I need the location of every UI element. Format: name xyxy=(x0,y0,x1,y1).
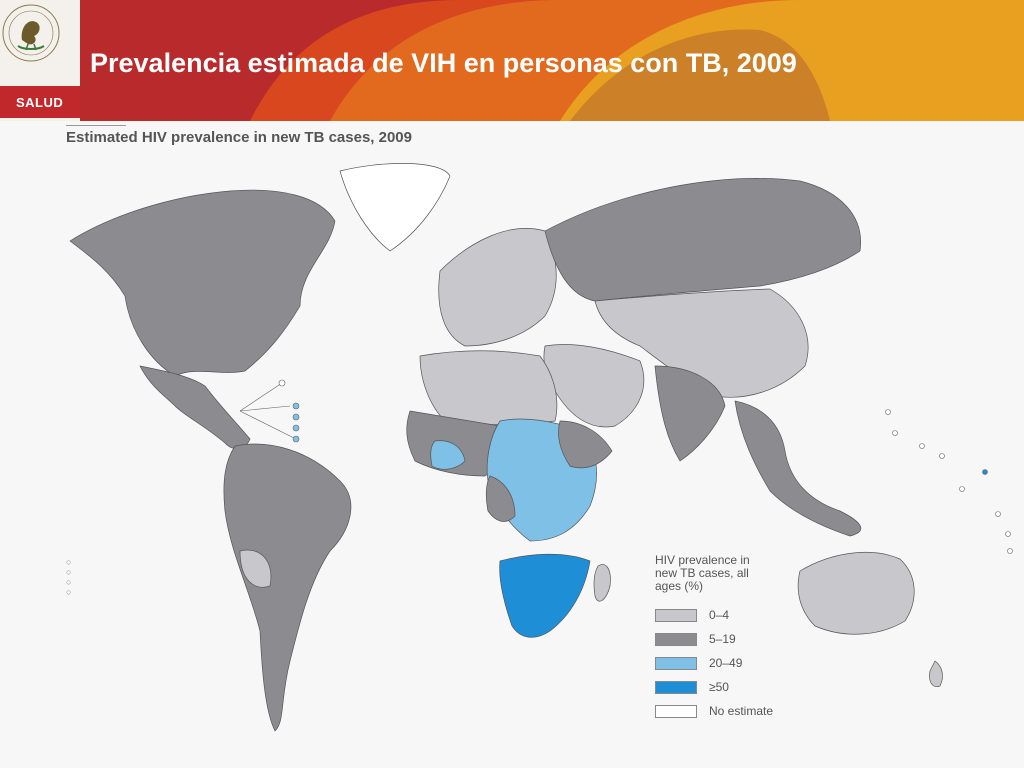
region-new-zealand xyxy=(929,660,943,687)
legend-label: 5–19 xyxy=(709,632,736,646)
legend-swatch-5-19 xyxy=(655,632,697,646)
legend-swatch-no-estimate xyxy=(655,704,697,718)
map-legend: HIV prevalence in new TB cases, all ages… xyxy=(655,554,825,723)
slide-header: SALUD Prevalencia estimada de VIH en per… xyxy=(0,0,1024,121)
legend-label: 20–49 xyxy=(709,656,743,670)
region-australia xyxy=(797,551,915,635)
legend-item: 20–49 xyxy=(655,651,825,675)
map-title: Estimated HIV prevalence in new TB cases… xyxy=(66,129,412,146)
salud-brand-label: SALUD xyxy=(0,86,80,118)
world-map xyxy=(69,163,1013,732)
header-background xyxy=(0,0,1024,121)
legend-item: ≥50 xyxy=(655,675,825,699)
region-southern-africa xyxy=(499,553,591,638)
legend-swatch-20-49 xyxy=(655,656,697,670)
map-title-rule xyxy=(66,125,126,126)
caribbean-callout xyxy=(239,379,300,443)
region-south-asia xyxy=(654,365,726,462)
region-china-central-asia xyxy=(594,288,809,398)
legend-label: ≥50 xyxy=(709,680,729,694)
region-europe xyxy=(438,228,557,347)
region-middle-east xyxy=(543,344,645,428)
region-south-america xyxy=(223,443,352,732)
legend-item: 5–19 xyxy=(655,627,825,651)
region-east-africa-grey xyxy=(558,420,613,469)
map-figure: Estimated HIV prevalence in new TB cases… xyxy=(0,121,1024,768)
slide-title: Prevalencia estimada de VIH en personas … xyxy=(90,48,797,78)
region-greenland xyxy=(339,163,451,252)
region-russia xyxy=(544,178,861,302)
legend-label: No estimate xyxy=(709,704,774,718)
pacific-islands xyxy=(885,409,1013,554)
mexico-seal-logo xyxy=(2,4,60,62)
legend-swatch-50-plus xyxy=(655,680,697,694)
region-central-africa-grey xyxy=(485,475,516,522)
legend-title: HIV prevalence in new TB cases, all ages… xyxy=(655,553,750,593)
side-marks: ○ ○ ○ ○ xyxy=(66,557,72,597)
logo-panel: SALUD xyxy=(0,0,80,121)
region-north-america xyxy=(69,189,336,377)
region-mexico-central-america xyxy=(139,365,251,449)
region-madagascar xyxy=(593,564,611,602)
region-southeast-asia xyxy=(734,400,862,537)
region-west-africa-blue xyxy=(430,440,466,470)
legend-swatch-0-4 xyxy=(655,608,697,622)
legend-label: 0–4 xyxy=(709,608,730,622)
region-west-africa xyxy=(406,410,503,477)
region-north-africa xyxy=(419,350,558,426)
region-south-america-light xyxy=(239,549,272,588)
legend-item: No estimate xyxy=(655,699,825,723)
legend-item: 0–4 xyxy=(655,603,825,627)
